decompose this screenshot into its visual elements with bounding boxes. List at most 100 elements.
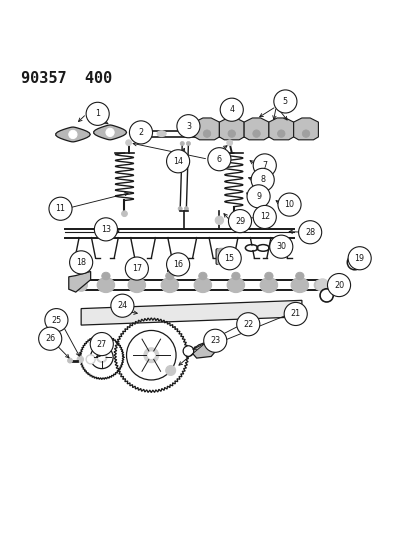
Ellipse shape [102,272,110,280]
Circle shape [176,115,199,138]
Text: 11: 11 [55,204,65,213]
Text: 22: 22 [242,320,253,329]
Text: 90357  400: 90357 400 [21,70,112,85]
Circle shape [331,282,337,288]
Circle shape [269,235,292,259]
Polygon shape [293,118,318,140]
Ellipse shape [86,355,95,364]
Circle shape [247,185,269,208]
Circle shape [298,221,321,244]
Circle shape [207,148,230,171]
Text: 26: 26 [45,334,55,343]
Text: 13: 13 [101,225,111,234]
FancyBboxPatch shape [216,249,226,264]
Circle shape [144,348,158,362]
Polygon shape [268,118,293,140]
Circle shape [166,253,189,276]
Circle shape [253,154,275,177]
Ellipse shape [128,278,145,293]
Ellipse shape [77,356,83,362]
Text: 20: 20 [333,280,343,289]
Circle shape [126,140,131,146]
Circle shape [230,219,236,225]
Circle shape [111,294,134,317]
Circle shape [180,141,184,146]
Text: 21: 21 [290,310,300,318]
Circle shape [90,333,113,356]
Text: 12: 12 [259,213,269,222]
Ellipse shape [264,272,272,280]
Circle shape [69,251,93,274]
Text: 27: 27 [96,340,107,349]
Circle shape [228,209,251,233]
Polygon shape [93,125,126,140]
Text: 6: 6 [216,155,221,164]
Text: 4: 4 [229,105,234,114]
Circle shape [351,260,356,265]
Ellipse shape [260,278,277,293]
Circle shape [165,366,175,375]
Circle shape [45,309,68,332]
Circle shape [96,352,107,362]
Text: 24: 24 [117,301,127,310]
Circle shape [186,141,190,146]
Ellipse shape [226,261,235,265]
Ellipse shape [217,261,225,265]
Ellipse shape [259,246,266,249]
Text: 3: 3 [185,122,190,131]
Circle shape [301,130,309,138]
Polygon shape [69,271,90,292]
Circle shape [277,130,284,138]
Ellipse shape [194,278,211,293]
Ellipse shape [97,278,114,293]
Ellipse shape [165,272,173,280]
Circle shape [226,140,232,146]
Ellipse shape [217,248,225,252]
Ellipse shape [136,131,142,136]
Text: 18: 18 [76,258,86,267]
Circle shape [236,313,259,336]
Polygon shape [190,338,219,358]
Circle shape [215,216,223,224]
Ellipse shape [231,272,240,280]
Circle shape [86,102,109,125]
Circle shape [347,247,370,270]
Circle shape [283,302,306,326]
Circle shape [230,98,237,105]
FancyBboxPatch shape [225,249,236,264]
Circle shape [252,130,260,138]
Circle shape [125,257,148,280]
Circle shape [49,197,72,220]
Circle shape [228,130,235,138]
Circle shape [203,130,210,138]
Text: 8: 8 [260,175,265,184]
Text: 15: 15 [224,254,234,263]
Polygon shape [56,127,90,142]
Ellipse shape [157,131,166,136]
Ellipse shape [75,279,87,291]
Ellipse shape [313,280,323,290]
Circle shape [218,247,241,270]
Polygon shape [219,118,244,140]
Text: 19: 19 [354,254,364,263]
Ellipse shape [290,278,308,293]
Polygon shape [244,118,268,140]
Circle shape [106,128,114,136]
Text: 9: 9 [255,192,261,201]
Text: 2: 2 [138,128,143,137]
Circle shape [251,168,273,191]
Ellipse shape [73,280,81,290]
Circle shape [98,354,105,361]
Circle shape [220,98,243,122]
Text: 30: 30 [275,242,285,251]
Circle shape [121,211,127,216]
Polygon shape [81,300,301,325]
Polygon shape [194,118,219,140]
Circle shape [129,121,152,144]
Circle shape [321,290,331,300]
Text: 23: 23 [210,336,220,345]
Ellipse shape [161,278,178,293]
Text: 5: 5 [282,97,287,106]
Text: 28: 28 [304,228,314,237]
Text: 1: 1 [95,109,100,118]
